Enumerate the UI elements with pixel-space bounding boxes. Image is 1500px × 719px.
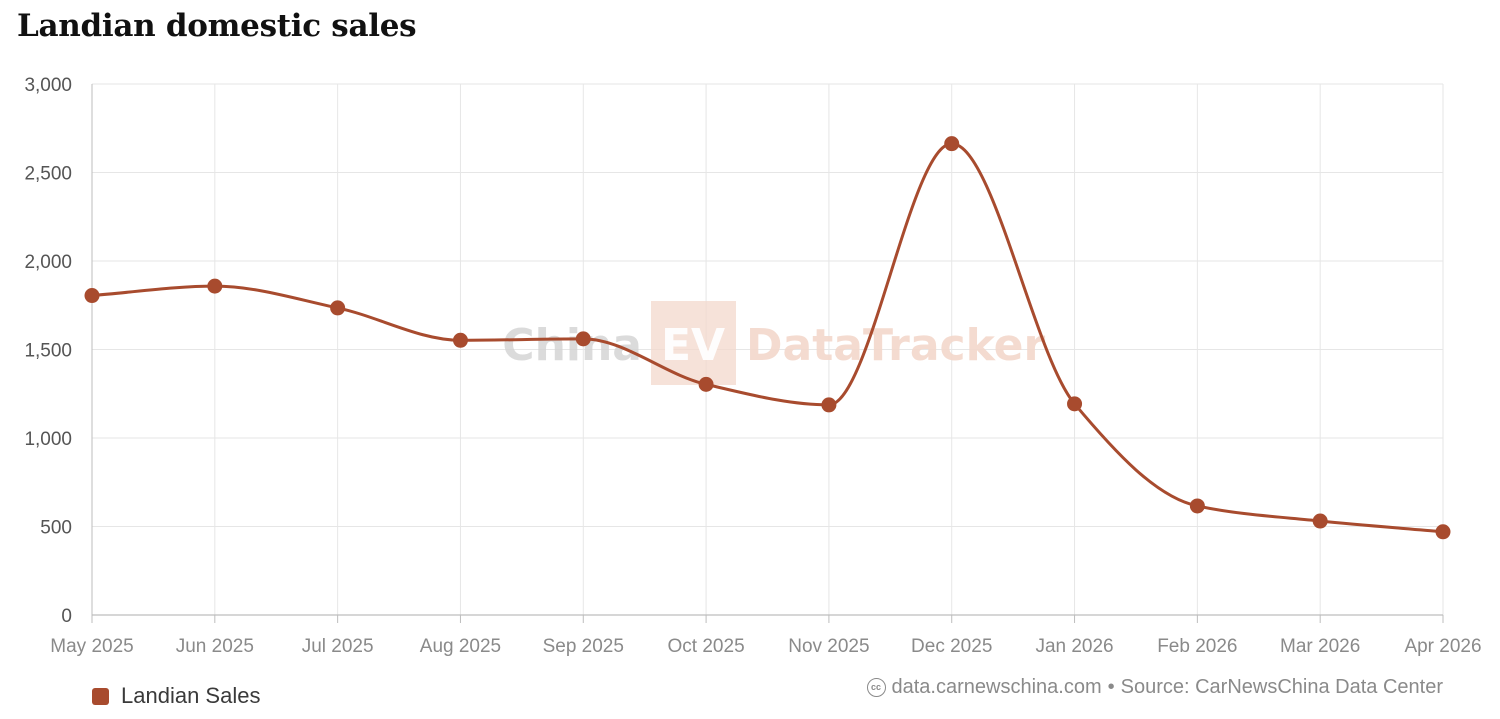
data-point-feb-2026[interactable]: [1189, 498, 1205, 514]
data-point-may-2025[interactable]: [84, 288, 100, 304]
footer-site[interactable]: data.carnewschina.com: [891, 676, 1102, 698]
creative-commons-icon: cc: [866, 678, 886, 697]
chart-title: Landian domestic sales: [17, 8, 417, 44]
line-chart: China EV DataTracker 0 500 1,000 1,500 2,000 2,…: [24, 75, 1481, 657]
data-point-nov-2025[interactable]: [821, 397, 837, 413]
watermark-text-china: China: [502, 320, 642, 371]
y-tick-label: 0: [61, 606, 72, 627]
x-tick-label: Jun 2025: [176, 636, 254, 657]
x-tick-label: Apr 2026: [1404, 636, 1481, 657]
axes: 0 500 1,000 1,500 2,000 2,500 3,000 May 2025 Jun…: [24, 75, 1481, 657]
data-point-dec-2025[interactable]: [944, 136, 960, 152]
y-tick-label: 500: [40, 518, 72, 539]
x-tick-label: Oct 2025: [668, 636, 745, 657]
x-tick-label: Sep 2025: [543, 636, 624, 657]
data-point-sep-2025[interactable]: [575, 331, 591, 347]
data-point-oct-2025[interactable]: [698, 376, 714, 392]
x-tick-label: Mar 2026: [1280, 636, 1360, 657]
x-tick-label: Jul 2025: [302, 636, 374, 657]
data-point-jun-2025[interactable]: [207, 278, 223, 294]
x-tick-label: Dec 2025: [911, 636, 992, 657]
data-point-jan-2026[interactable]: [1067, 396, 1083, 412]
watermark: China EV DataTracker: [502, 301, 1046, 385]
data-point-mar-2026[interactable]: [1312, 513, 1328, 529]
y-tick-label: 1,000: [24, 429, 72, 450]
legend-swatch: [92, 687, 109, 705]
legend[interactable]: Landian Sales: [92, 683, 260, 709]
watermark-text-ev: EV: [661, 320, 725, 371]
x-tick-label: May 2025: [50, 636, 133, 657]
y-tick-label: 2,000: [24, 252, 72, 273]
footer-separator: •: [1107, 676, 1115, 698]
y-tick-label: 2,500: [24, 164, 72, 185]
data-point-apr-2026[interactable]: [1435, 524, 1451, 540]
footer-source: Source: CarNewsChina Data Center: [1120, 676, 1443, 698]
x-tick-label: Aug 2025: [420, 636, 501, 657]
data-point-aug-2025[interactable]: [452, 332, 468, 348]
footer-credits: cc data.carnewschina.com • Source: CarNe…: [866, 676, 1443, 699]
series-layer: [84, 136, 1451, 540]
watermark-text-datatracker: DataTracker: [746, 320, 1046, 371]
x-tick-label: Jan 2026: [1035, 636, 1113, 657]
x-tick-label: Nov 2025: [788, 636, 869, 657]
watermark-ev-box: [651, 301, 736, 385]
y-tick-label: 3,000: [24, 75, 72, 96]
x-tick-label: Feb 2026: [1157, 636, 1237, 657]
data-point-jul-2025[interactable]: [330, 300, 346, 316]
y-tick-label: 1,500: [24, 341, 72, 362]
legend-label: Landian Sales: [121, 683, 261, 708]
